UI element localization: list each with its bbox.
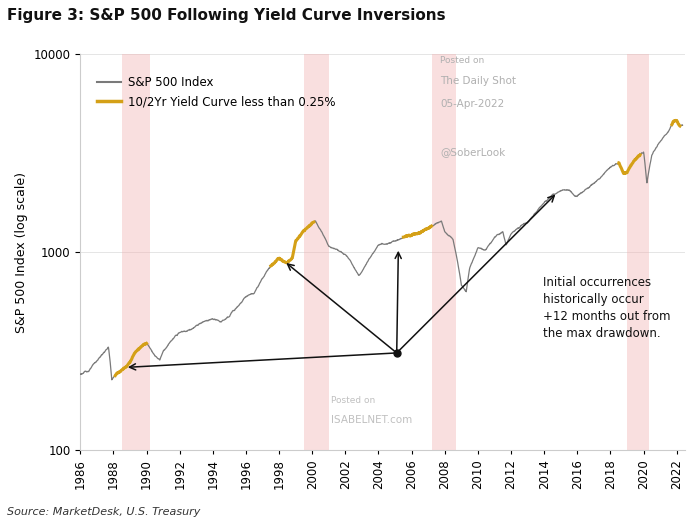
Text: @SoberLook: @SoberLook: [440, 147, 505, 157]
Bar: [627, 54, 648, 450]
Bar: [431, 54, 456, 450]
Text: ISABELNET.com: ISABELNET.com: [331, 414, 412, 425]
Text: The Daily Shot: The Daily Shot: [440, 75, 516, 86]
Bar: [304, 54, 329, 450]
Text: 05-Apr-2022: 05-Apr-2022: [440, 99, 504, 109]
Text: Source: MarketDesk, U.S. Treasury: Source: MarketDesk, U.S. Treasury: [7, 508, 200, 517]
Bar: [122, 54, 150, 450]
Legend: S&P 500 Index, 10/2Yr Yield Curve less than 0.25%: S&P 500 Index, 10/2Yr Yield Curve less t…: [92, 72, 340, 113]
Text: Figure 3: S&P 500 Following Yield Curve Inversions: Figure 3: S&P 500 Following Yield Curve …: [7, 8, 446, 23]
Text: Posted on: Posted on: [331, 396, 375, 405]
Text: Initial occurrences
historically occur
+12 months out from
the max drawdown.: Initial occurrences historically occur +…: [543, 276, 671, 340]
Y-axis label: S&P 500 Index (log scale): S&P 500 Index (log scale): [15, 172, 28, 333]
Text: Posted on: Posted on: [440, 56, 484, 65]
